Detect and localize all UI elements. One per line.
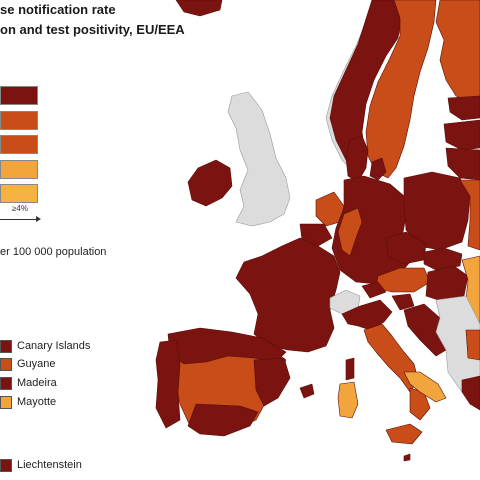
belarus-edge-region xyxy=(459,179,480,251)
region-label: Madeira xyxy=(17,377,57,389)
sicily-region xyxy=(385,423,423,445)
italy-north-region xyxy=(341,299,393,331)
region-label: Mayotte xyxy=(17,396,57,408)
slovakia-region xyxy=(423,247,463,271)
spain-east-region xyxy=(253,357,291,407)
greece-region xyxy=(461,375,480,411)
denmark-island-region xyxy=(369,157,387,181)
belgium-region xyxy=(299,223,333,247)
balearic-region xyxy=(299,383,315,399)
sweden-region xyxy=(365,0,437,179)
legend-box-5 xyxy=(0,184,38,203)
lithuania-region xyxy=(445,147,480,181)
region-row-canary-islands: Canary Islands xyxy=(0,338,90,354)
portugal-region xyxy=(155,339,181,429)
legend-box-3 xyxy=(0,135,38,154)
region-swatch xyxy=(0,357,12,371)
region-label: Canary Islands xyxy=(17,340,91,352)
poland-region xyxy=(403,171,471,251)
italy-puglia-region xyxy=(403,371,447,403)
region-swatch xyxy=(0,458,12,472)
map-title-line1: se notification rate xyxy=(0,2,116,17)
iceland-region xyxy=(175,0,223,17)
region-label: Liechtenstein xyxy=(17,459,82,471)
map-title-line2: on and test positivity, EU/EEA xyxy=(0,22,185,37)
finland-region xyxy=(435,0,480,103)
sardinia-region xyxy=(337,381,359,419)
latvia-region xyxy=(443,119,480,151)
region-row-mayotte: Mayotte xyxy=(0,394,56,410)
region-swatch xyxy=(0,376,12,390)
ireland-region xyxy=(187,159,233,207)
estonia-region xyxy=(447,95,480,121)
france-region xyxy=(235,237,341,353)
uk-region xyxy=(227,91,291,227)
spain-south-region xyxy=(187,403,259,437)
positivity-label: ≥4% xyxy=(12,204,28,213)
population-label: er 100 000 population xyxy=(0,246,107,258)
legend-box-1 xyxy=(0,86,38,105)
legend-box-4 xyxy=(0,160,38,179)
bulgaria-region xyxy=(465,329,480,361)
slovenia-region xyxy=(391,293,415,311)
corsica-region xyxy=(345,357,355,381)
positivity-axis-arrow xyxy=(0,216,41,222)
malta-region xyxy=(403,453,411,462)
region-row-guyane: Guyane xyxy=(0,356,56,372)
region-swatch xyxy=(0,339,12,353)
legend-box-2 xyxy=(0,111,38,130)
region-row-liechtenstein: Liechtenstein xyxy=(0,457,82,473)
region-row-madeira: Madeira xyxy=(0,375,57,391)
denmark-region xyxy=(345,135,369,183)
region-swatch xyxy=(0,395,12,409)
austria-west-region xyxy=(361,281,387,299)
balkans-region xyxy=(435,295,480,393)
region-label: Guyane xyxy=(17,358,56,370)
germany-state-orange-region xyxy=(337,207,363,257)
